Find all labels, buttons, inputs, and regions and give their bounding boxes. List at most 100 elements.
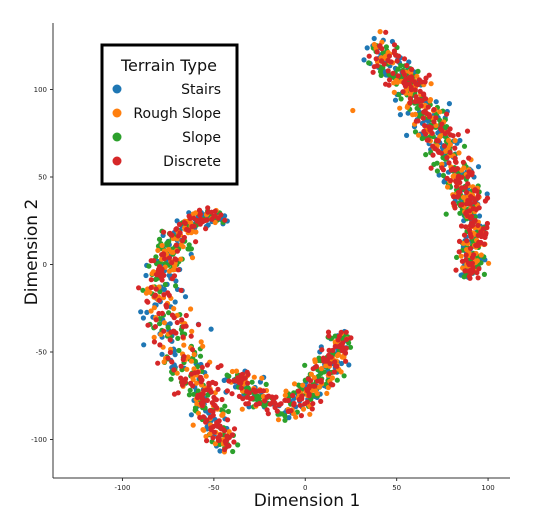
data-point	[466, 155, 472, 161]
data-point	[364, 45, 370, 51]
data-point	[397, 105, 403, 111]
data-point	[458, 202, 464, 208]
data-point	[459, 258, 465, 264]
data-point	[153, 254, 159, 260]
data-point	[218, 212, 224, 218]
data-point	[456, 150, 462, 156]
data-point	[425, 104, 431, 110]
data-point	[484, 220, 490, 227]
data-point	[338, 360, 345, 367]
data-point	[468, 194, 474, 200]
data-point	[181, 234, 187, 241]
data-point	[257, 379, 263, 385]
data-point	[204, 362, 210, 368]
data-point	[263, 381, 269, 387]
data-point	[212, 441, 218, 447]
data-point	[304, 386, 310, 392]
data-point	[341, 373, 347, 379]
data-point	[245, 380, 251, 386]
data-point	[180, 356, 186, 363]
data-point	[164, 242, 170, 248]
data-point	[217, 423, 223, 429]
data-point	[383, 29, 389, 35]
data-point	[201, 388, 207, 394]
data-point	[199, 377, 205, 383]
data-point	[307, 383, 313, 389]
data-point	[415, 118, 421, 124]
data-point	[404, 62, 410, 69]
data-point	[258, 388, 264, 394]
data-point	[170, 267, 176, 273]
data-point	[373, 56, 379, 62]
data-point	[243, 401, 249, 407]
data-point	[221, 428, 228, 434]
data-point	[439, 165, 445, 171]
data-point	[197, 211, 203, 217]
data-point	[418, 103, 424, 109]
data-point	[239, 406, 245, 412]
data-point	[435, 148, 441, 154]
data-point	[219, 396, 225, 403]
data-point	[298, 413, 304, 419]
data-point	[341, 354, 347, 360]
data-point	[249, 379, 255, 385]
data-point	[326, 333, 332, 339]
data-point	[428, 165, 434, 171]
data-point	[159, 351, 165, 357]
data-point	[159, 277, 165, 283]
data-point	[209, 400, 215, 406]
series-discrete	[136, 29, 491, 453]
data-point	[453, 183, 460, 189]
data-point	[444, 155, 450, 161]
data-point	[457, 210, 463, 216]
data-point	[174, 370, 180, 376]
data-point	[229, 432, 235, 438]
data-point	[482, 198, 488, 204]
legend-frame	[100, 43, 239, 186]
data-point	[159, 252, 165, 258]
data-point	[197, 221, 203, 227]
data-point	[305, 376, 311, 382]
data-point	[186, 242, 192, 248]
data-point	[318, 379, 324, 385]
y-tick-label: -50	[36, 349, 47, 357]
data-point	[200, 343, 206, 349]
data-point	[397, 112, 403, 118]
data-point	[383, 81, 389, 87]
data-point	[439, 127, 445, 134]
data-point	[151, 339, 157, 345]
data-point	[151, 258, 157, 264]
data-point	[334, 377, 340, 383]
data-point	[205, 222, 211, 228]
legend-label: Stairs	[181, 82, 221, 98]
data-point	[467, 215, 474, 221]
data-point	[274, 408, 280, 414]
data-point	[209, 209, 215, 215]
data-point	[179, 317, 185, 323]
data-point	[229, 368, 235, 375]
data-point	[481, 271, 487, 277]
data-point	[187, 246, 193, 252]
data-point	[436, 172, 442, 178]
data-point	[136, 285, 142, 291]
data-point	[428, 81, 434, 87]
data-point	[295, 388, 302, 394]
data-point	[157, 342, 163, 348]
data-point	[403, 80, 409, 86]
data-point	[395, 66, 401, 72]
data-point	[226, 429, 232, 435]
data-point	[452, 138, 458, 144]
data-point	[441, 143, 448, 149]
data-point	[186, 227, 192, 233]
data-point	[173, 257, 179, 263]
data-point	[168, 376, 174, 382]
data-point	[334, 353, 340, 359]
legend-marker	[112, 156, 122, 166]
data-point	[225, 417, 231, 423]
data-point	[422, 123, 428, 129]
y-tick-label: -100	[31, 436, 47, 444]
data-point	[171, 367, 177, 373]
legend-marker	[112, 132, 122, 142]
data-point	[481, 241, 487, 247]
